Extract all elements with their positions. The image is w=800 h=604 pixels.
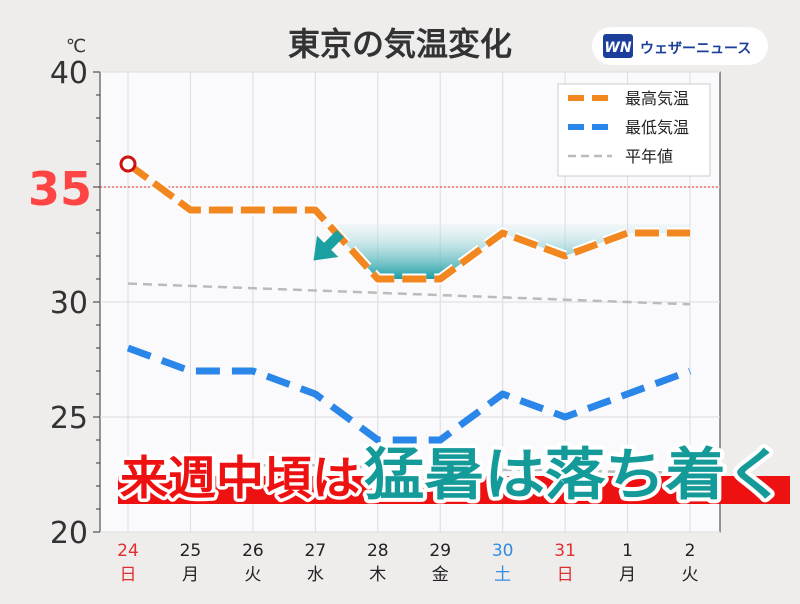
logo-mark-text: WN	[604, 40, 631, 56]
y-axis-unit-label: ℃	[66, 36, 86, 57]
y-tick-label: 40	[50, 56, 88, 91]
legend-label: 最高気温	[625, 89, 689, 108]
weathernews-logo: WN ウェザーニュース	[592, 27, 768, 65]
x-weekday-label: 月	[182, 565, 199, 585]
x-tick-label: 25	[180, 541, 202, 561]
x-tick-label: 2	[685, 541, 696, 561]
x-tick-label: 1	[622, 541, 633, 561]
legend-label: 最低気温	[625, 118, 689, 137]
first-point-marker	[121, 157, 135, 171]
y-tick-label: 30	[50, 286, 88, 321]
x-tick-label: 24	[117, 541, 139, 561]
y-tick-label-35-highlight: 35	[28, 162, 92, 216]
x-weekday-label: 火	[682, 565, 699, 585]
x-tick-label: 30	[492, 541, 514, 561]
x-weekday-label: 月	[619, 565, 636, 585]
x-tick-label: 27	[305, 541, 327, 561]
x-weekday-label: 火	[244, 565, 261, 585]
banner-text-part1: 来週中頃は	[120, 451, 360, 505]
x-weekday-label: 日	[120, 565, 137, 585]
legend-label: 平年値	[625, 147, 673, 166]
x-weekday-label: 土	[494, 565, 511, 585]
y-tick-label: 20	[50, 516, 88, 551]
x-tick-label: 26	[242, 541, 264, 561]
x-weekday-label: 木	[369, 565, 386, 585]
y-tick-label: 25	[50, 401, 88, 436]
x-weekday-label: 水	[307, 565, 324, 585]
x-tick-label: 31	[554, 541, 576, 561]
x-weekday-label: 日	[557, 565, 574, 585]
logo-text: ウェザーニュース	[640, 41, 751, 57]
chart-title: 東京の気温変化	[288, 25, 512, 63]
x-tick-label: 29	[429, 541, 451, 561]
banner-text-part2: 猛暑は落ち着く	[364, 443, 786, 508]
x-weekday-label: 金	[432, 565, 449, 585]
x-tick-label: 28	[367, 541, 389, 561]
